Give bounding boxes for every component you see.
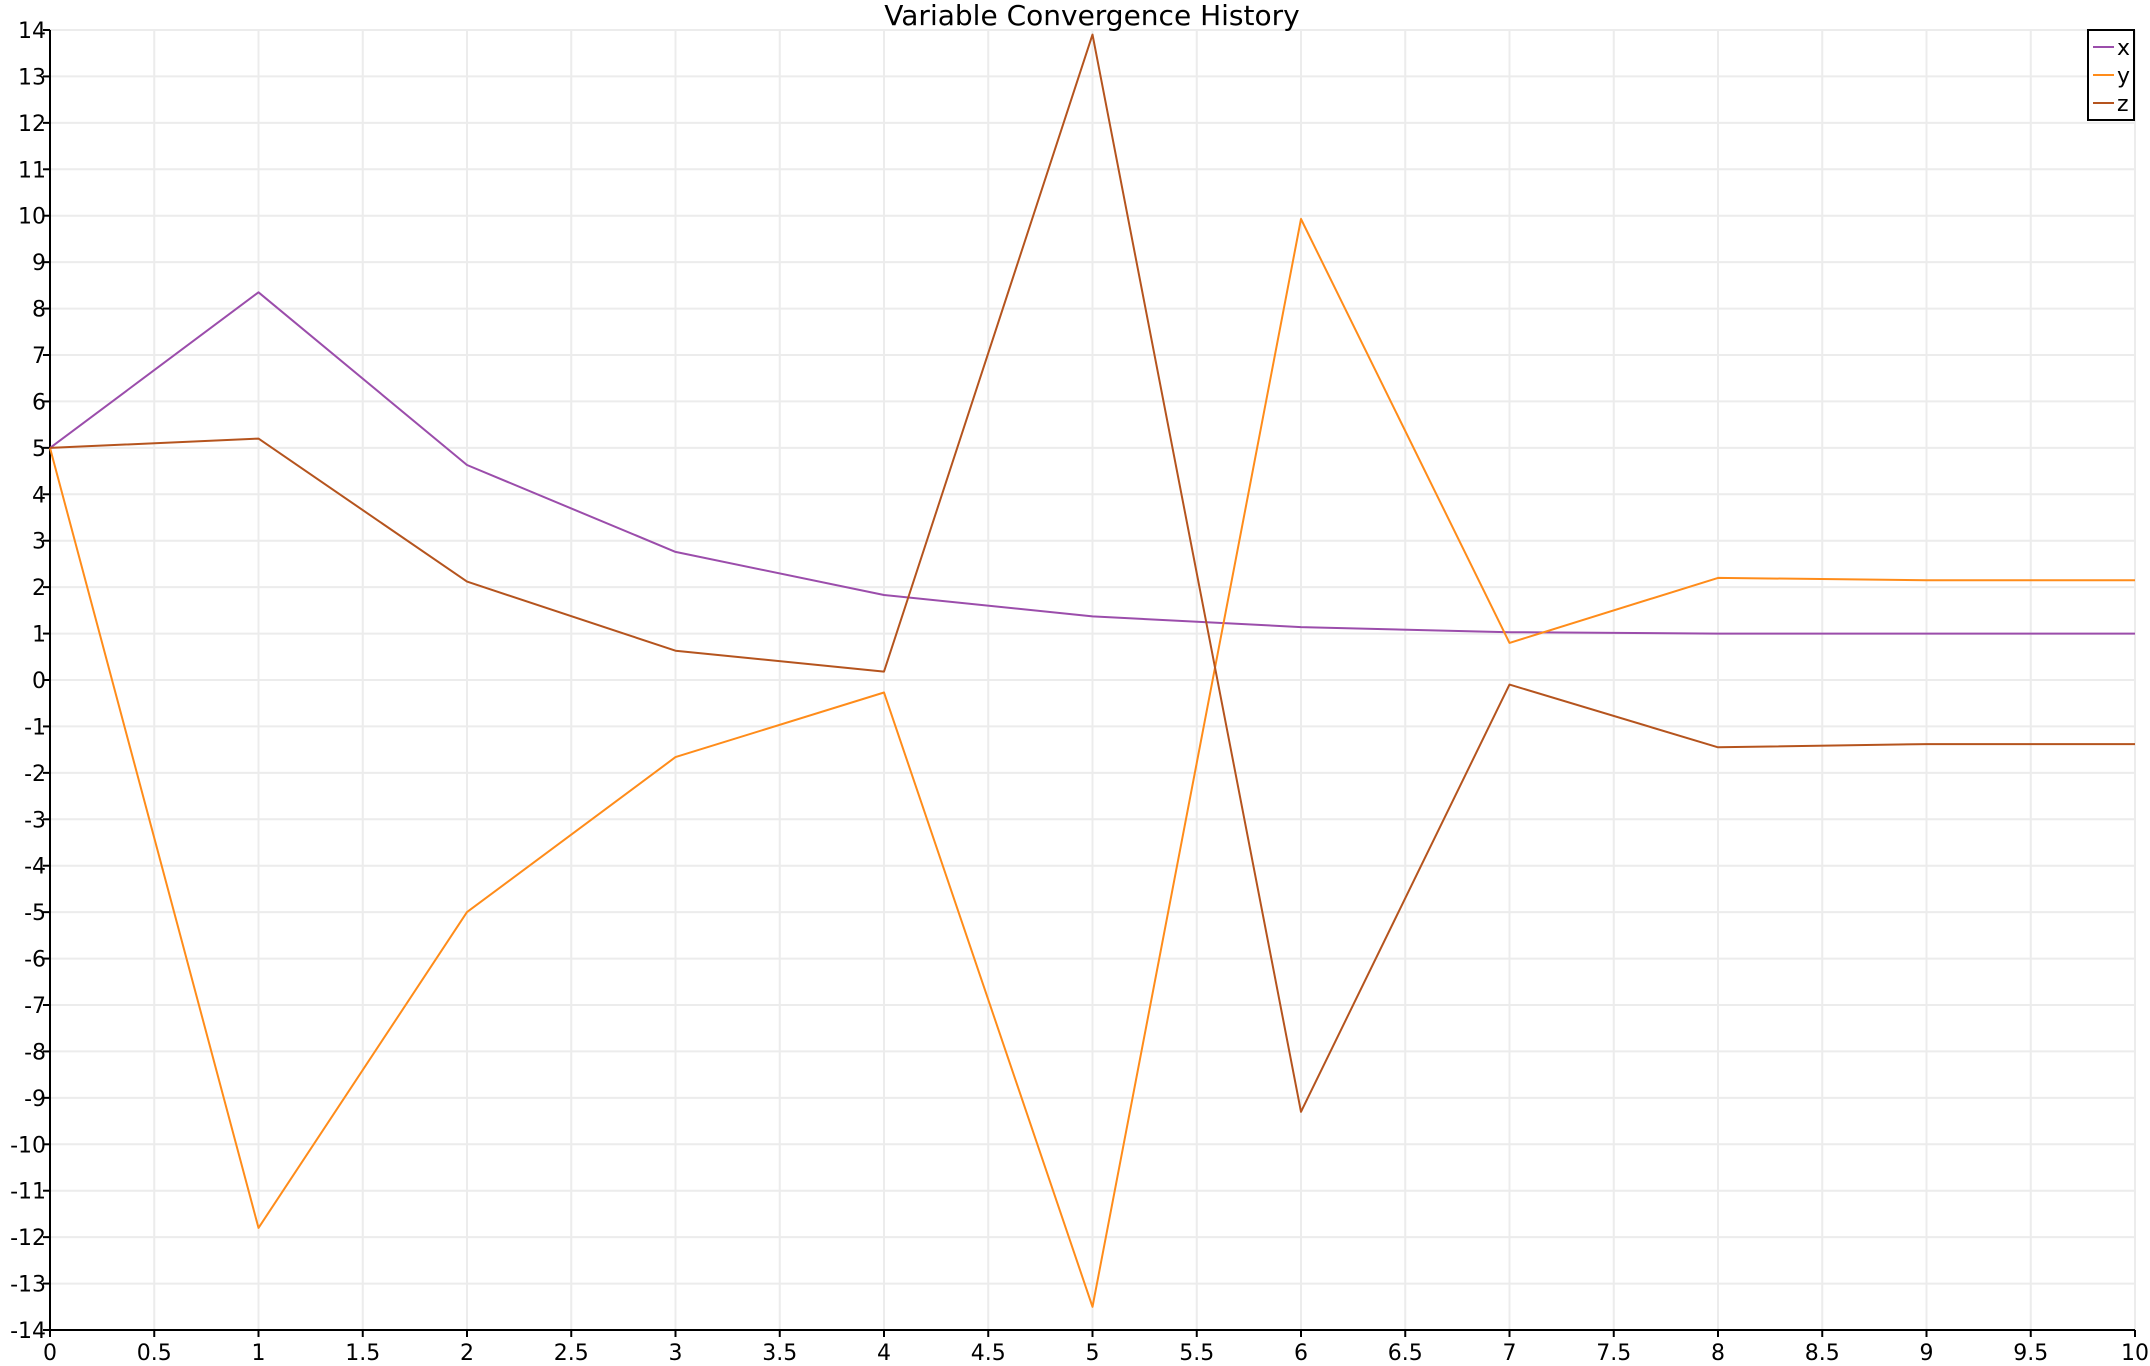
y-tick-label: 11 xyxy=(18,158,46,183)
x-tick-label: 10 xyxy=(2121,1341,2149,1366)
y-tick-label: 8 xyxy=(32,298,46,323)
legend: xyz xyxy=(2087,29,2135,121)
grid-lines xyxy=(49,29,2136,1331)
y-tick-label: -11 xyxy=(10,1180,46,1205)
y-tick-label: -7 xyxy=(24,994,46,1019)
x-tick-label: 7 xyxy=(1503,1341,1517,1366)
y-tick-label: -12 xyxy=(10,1226,46,1251)
y-tick-label: -6 xyxy=(24,948,46,973)
y-tick-label: 10 xyxy=(18,205,46,230)
x-tick-label: 4 xyxy=(877,1341,891,1366)
x-axis-ticks: 0 0.5 1 1.5 2 2.5 3 3.5 4 4.5 5 5.5 6 6.5 7 7.5 8 8.5 9 9.5… xyxy=(43,1330,2149,1366)
y-tick-label: -14 xyxy=(10,1319,46,1344)
y-axis-ticks: -14-13-12-11-10-9-8-7-6-5-4-3-2-10123456… xyxy=(10,19,50,1344)
y-tick-label: 6 xyxy=(32,390,46,415)
series-x-line xyxy=(49,291,2135,635)
x-tick-label: 6 xyxy=(1294,1341,1308,1366)
y-tick-label: 4 xyxy=(32,483,46,508)
series-y-line xyxy=(49,218,2135,1308)
x-tick-label: 7.5 xyxy=(1596,1341,1631,1366)
x-tick-label: 8 xyxy=(1711,1341,1725,1366)
series-lines xyxy=(49,33,2135,1308)
x-tick-label: 5.5 xyxy=(1179,1341,1214,1366)
y-tick-label: 5 xyxy=(32,437,46,462)
y-tick-label: 3 xyxy=(32,530,46,555)
y-tick-label: 12 xyxy=(18,112,46,137)
x-tick-label: 1 xyxy=(252,1341,266,1366)
y-tick-label: 7 xyxy=(32,344,46,369)
series-z-line xyxy=(49,33,2135,1113)
y-tick-label: 1 xyxy=(32,623,46,648)
x-tick-label: 8.5 xyxy=(1805,1341,1840,1366)
y-tick-label: 13 xyxy=(18,65,46,90)
y-tick-label: -5 xyxy=(24,901,46,926)
y-tick-label: -13 xyxy=(10,1273,46,1298)
y-tick-label: 2 xyxy=(32,576,46,601)
x-tick-label: 9.5 xyxy=(2013,1341,2048,1366)
x-tick-label: 3 xyxy=(669,1341,683,1366)
x-tick-label: 5 xyxy=(1086,1341,1100,1366)
y-tick-label: 0 xyxy=(32,669,46,694)
legend-label-y: y xyxy=(2117,64,2130,89)
x-tick-label: 3.5 xyxy=(762,1341,797,1366)
y-tick-label: -10 xyxy=(10,1133,46,1158)
y-tick-label: 9 xyxy=(32,251,46,276)
x-tick-label: 0.5 xyxy=(137,1341,172,1366)
y-tick-label: -4 xyxy=(24,855,46,880)
x-tick-label: 2.5 xyxy=(554,1341,589,1366)
x-tick-label: 6.5 xyxy=(1388,1341,1423,1366)
y-tick-label: -9 xyxy=(24,1087,46,1112)
y-tick-label: -2 xyxy=(24,762,46,787)
y-tick-label: -1 xyxy=(24,715,46,740)
y-tick-label: -8 xyxy=(24,1040,46,1065)
x-tick-label: 2 xyxy=(460,1341,474,1366)
legend-label-z: z xyxy=(2117,92,2129,117)
x-tick-label: 1.5 xyxy=(345,1341,380,1366)
x-tick-label: 0 xyxy=(43,1341,57,1366)
legend-label-x: x xyxy=(2117,36,2130,61)
y-tick-label: -3 xyxy=(24,808,46,833)
x-tick-label: 9 xyxy=(1920,1341,1934,1366)
y-tick-label: 14 xyxy=(18,19,46,44)
chart-title: Variable Convergence History xyxy=(884,0,1299,32)
x-tick-label: 4.5 xyxy=(971,1341,1006,1366)
